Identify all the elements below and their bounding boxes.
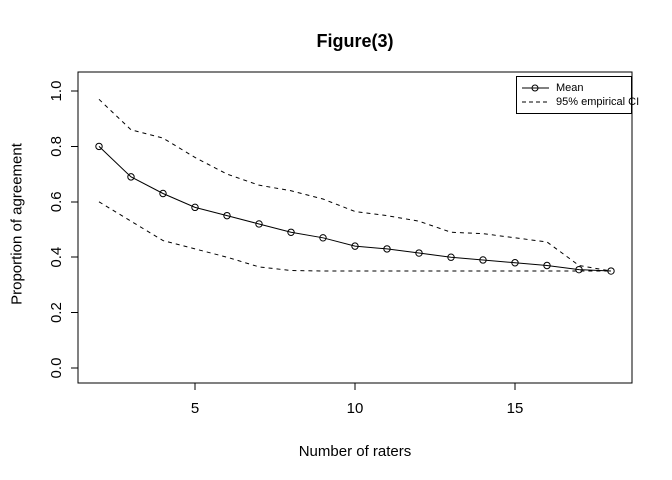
mean-marker [223,211,231,220]
mean-marker [543,261,551,270]
ci-lower-line [98,201,611,272]
mean-marker [319,234,327,242]
mean-marker [575,265,583,274]
mean-marker [479,256,487,264]
mean-marker [415,249,423,257]
mean-marker [383,245,391,253]
y-tick-label: 0.0 [48,358,65,379]
x-axis-label: Number of raters [298,443,412,460]
legend-sample-dashed-line-icon [522,101,549,103]
mean-marker [447,253,455,261]
y-tick-label: 0.6 [48,191,65,212]
mean-marker [95,142,103,151]
plot-box [77,71,633,384]
legend-label-ci: 95% empirical CI [556,96,640,108]
mean-marker [191,203,199,212]
x-tick-label: 15 [507,400,524,417]
y-tick-label: 0.2 [48,302,65,323]
legend-sample-solid-line-icon [522,84,549,92]
y-tick-label: 0.8 [48,136,65,157]
mean-marker [159,189,167,198]
legend-box: Mean 95% empirical CI [516,76,639,114]
ci-upper-line [98,98,612,272]
mean-marker [127,173,135,181]
y-axis-label: Proportion of agreement [8,143,26,305]
mean-marker [511,259,519,267]
mean-marker [287,228,295,236]
x-tick-label: 10 [347,400,364,417]
legend-entry-mean: Mean [522,82,631,94]
y-tick-label: 0.4 [48,247,65,268]
legend-entry-ci: 95% empirical CI [522,96,639,108]
mean-marker [351,242,359,250]
x-tick-label: 5 [191,400,199,417]
mean-line [98,146,612,272]
legend-label-mean: Mean [556,82,584,94]
chart-title: Figure(3) [316,31,394,51]
y-tick-label: 1.0 [48,81,65,102]
mean-marker [255,220,263,228]
